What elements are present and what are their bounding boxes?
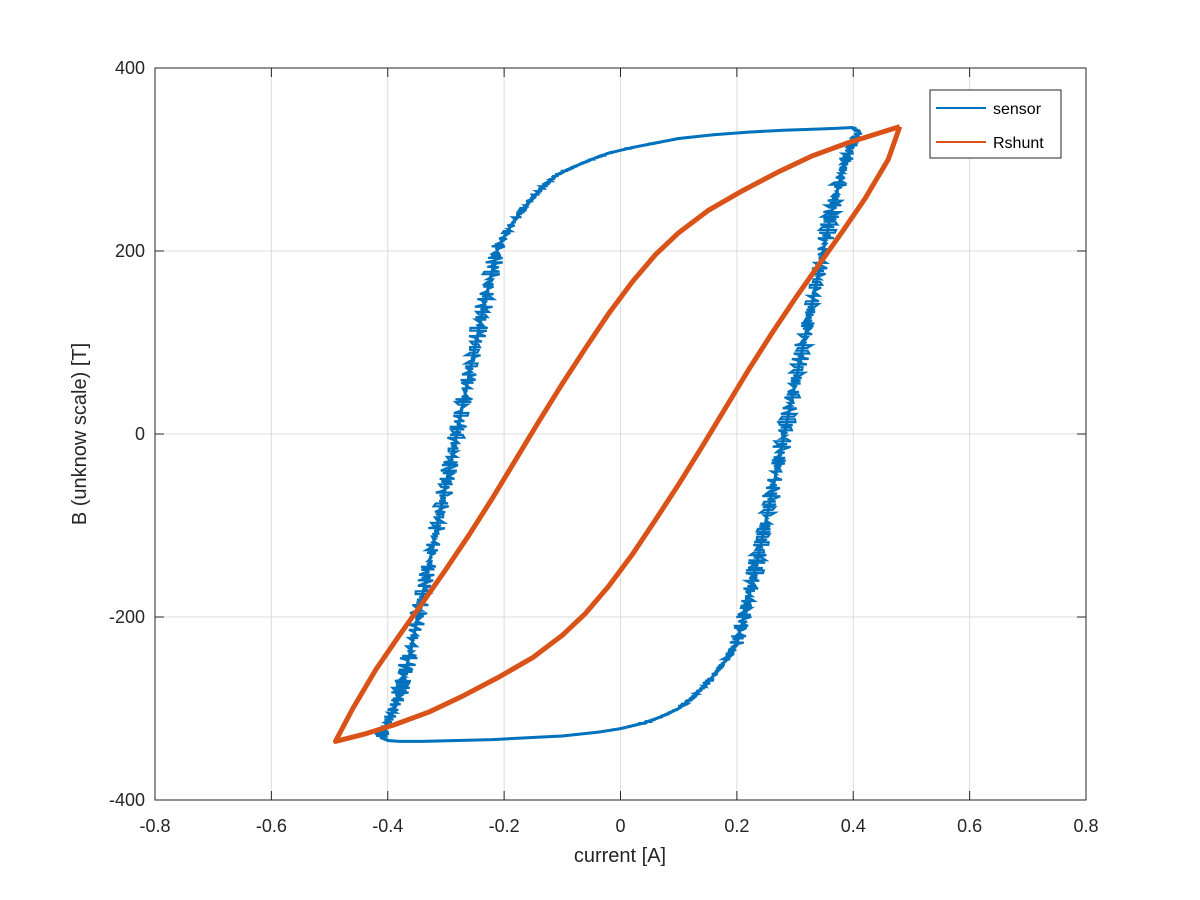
y-tick-label: 400	[115, 58, 145, 78]
series-line-rshunt	[332, 124, 903, 744]
legend-box	[929, 89, 1062, 159]
series-line-sensor	[380, 126, 862, 743]
legend-label-sensor: sensor	[993, 101, 1042, 118]
x-axis-label: current [A]	[574, 845, 666, 867]
legend: sensor Rshunt	[929, 89, 1062, 159]
x-tick-label: -0.6	[256, 816, 287, 836]
ticks: -0.8 -0.6 -0.4 -0.2 0 0.2 0.4 0.6 0.8 -400 -200 0 20…	[109, 58, 1099, 836]
y-tick-label: 200	[115, 241, 145, 261]
series-layer	[332, 124, 903, 744]
y-tick-label: 0	[135, 424, 145, 444]
x-tick-label: 0	[615, 816, 625, 836]
x-tick-label: 0.4	[841, 816, 866, 836]
y-tick-label: -200	[109, 607, 145, 627]
x-tick-label: 0.8	[1073, 816, 1098, 836]
x-tick-label: 0.2	[724, 816, 749, 836]
x-tick-label: -0.4	[372, 816, 403, 836]
legend-label-rshunt: Rshunt	[993, 135, 1044, 152]
x-tick-label: -0.2	[489, 816, 520, 836]
x-tick-label: -0.8	[139, 816, 170, 836]
y-tick-label: -400	[109, 790, 145, 810]
x-tick-label: 0.6	[957, 816, 982, 836]
y-axis-label: B (unknow scale) [T]	[69, 343, 91, 525]
